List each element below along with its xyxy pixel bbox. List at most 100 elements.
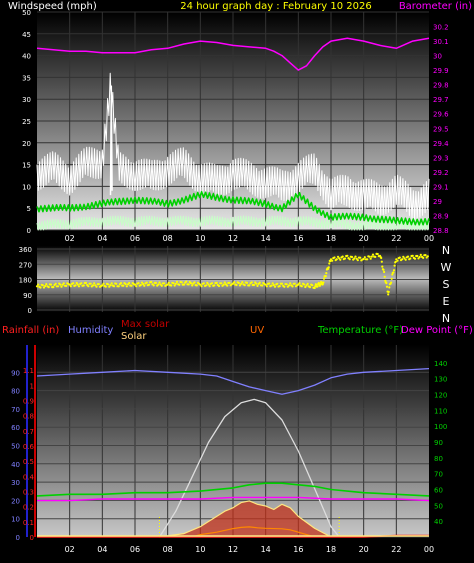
wind-direction-point: [158, 281, 161, 284]
wind-direction-point: [76, 283, 79, 286]
wind-direction-point: [167, 281, 170, 284]
wind-direction-point: [102, 282, 105, 285]
wind-direction-point: [147, 283, 151, 286]
right-tick-label: 28.8: [433, 227, 449, 235]
wind-direction-point: [174, 282, 177, 285]
wind-direction-point: [95, 285, 98, 288]
temperature-tick-label: 90: [434, 439, 443, 447]
wind-direction-point: [404, 258, 407, 261]
x-tick-label: 08: [163, 234, 173, 243]
legend-solar: Solar: [121, 331, 147, 342]
wind-direction-point: [382, 268, 385, 271]
temperature-tick-label: 120: [434, 392, 447, 400]
wind-direction-point: [390, 277, 393, 280]
wind-direction-point: [245, 281, 249, 284]
wind-direction-point: [175, 280, 179, 283]
wind-direction-point: [180, 281, 183, 284]
direction-tick-label: 0: [28, 307, 32, 315]
tick-labels: 0510152025303540455028.828.92929.129.229…: [11, 9, 451, 554]
x-tick-label: 18: [326, 545, 336, 554]
wind-direction-point: [280, 282, 284, 285]
wind-direction-point: [341, 255, 344, 258]
right-tick-label: 29: [433, 198, 442, 206]
wind-direction-point: [56, 285, 60, 288]
left-axis-label: Windspeed (mph): [8, 1, 97, 12]
wind-direction-point: [392, 269, 396, 272]
left-tick-label: 0: [27, 227, 31, 235]
wind-direction-point: [250, 281, 253, 284]
barometer-line: [36, 37, 430, 71]
rain-tick-label: 0.1: [23, 519, 34, 527]
wind-direction-point: [65, 284, 68, 287]
wind-direction-point: [59, 283, 62, 286]
x-tick-label: 16: [293, 234, 303, 243]
left-tick-label: 45: [22, 31, 31, 39]
wind-direction-point: [130, 284, 133, 287]
left-tick-label: 5: [27, 205, 31, 213]
wind-direction-point: [160, 284, 163, 287]
x-tick-label: 12: [228, 234, 238, 243]
wind-direction-point: [387, 293, 390, 296]
compass-label: N: [442, 312, 450, 325]
wind-direction-point: [311, 284, 314, 287]
wind-direction-point: [206, 281, 209, 284]
wind-direction-point: [390, 281, 393, 284]
wind-direction-point: [313, 286, 316, 290]
x-tick-label: 00: [424, 234, 434, 243]
wind-direction-point: [213, 284, 216, 287]
x-tick-label: 06: [130, 545, 140, 554]
right-tick-label: 29.7: [433, 96, 449, 104]
wind-direction-point: [74, 284, 77, 287]
wind-direction-point: [411, 254, 414, 257]
legend-uv: UV: [250, 325, 264, 336]
wind-direction-point: [424, 254, 427, 257]
wind-direction-point: [304, 285, 307, 289]
wind-direction-point: [84, 281, 88, 284]
wind-direction-point: [426, 255, 429, 258]
x-tick-label: 02: [65, 234, 75, 243]
direction-tick-label: 270: [19, 261, 32, 269]
wind-direction-point: [207, 283, 210, 286]
x-tick-label: 02: [65, 545, 75, 554]
x-tick-label: 14: [261, 234, 271, 243]
wind-direction-point: [348, 258, 351, 261]
wind-direction-point: [319, 283, 322, 286]
wind-direction-point: [226, 284, 229, 287]
wind-direction-point: [82, 284, 85, 287]
wind-direction-point: [69, 285, 72, 288]
right-tick-label: 29.8: [433, 82, 449, 90]
wind-direction-point: [42, 286, 46, 289]
wind-direction-point: [135, 285, 138, 288]
wind-direction-point: [104, 285, 107, 288]
legend-max-solar: Max solar: [121, 319, 170, 330]
wind-minimum-line: [36, 215, 430, 231]
wind-direction-point: [49, 283, 53, 286]
wind-direction-point: [318, 284, 321, 287]
wind-direction-point: [112, 285, 116, 288]
wind-direction-point: [195, 284, 198, 287]
rain-tick-label: 0: [30, 534, 34, 542]
wind-direction-point: [39, 286, 42, 289]
left-tick-label: 25: [22, 118, 31, 126]
left-tick-label: 10: [22, 183, 31, 191]
wind-direction-point: [199, 283, 202, 286]
wind-direction-point: [222, 283, 225, 286]
wind-direction-point: [143, 284, 146, 287]
wind-direction-point: [356, 259, 359, 262]
wind-direction-point: [316, 285, 319, 288]
compass-label: W: [441, 261, 452, 274]
wind-direction-point: [139, 283, 142, 287]
wind-gust-spike: [109, 85, 113, 196]
wind-direction-point: [172, 282, 175, 285]
rain-tick-label: 1: [30, 382, 34, 390]
wind-direction-point: [124, 283, 127, 286]
left-tick-label: 20: [22, 140, 31, 148]
wind-direction-point: [283, 285, 286, 288]
wind-direction-point: [231, 282, 235, 285]
wind-direction-point: [359, 256, 362, 259]
rain-tick-label: 0.7: [23, 428, 34, 436]
direction-tick-label: 90: [23, 292, 32, 300]
x-tick-label: 22: [391, 234, 401, 243]
rain-tick-label: 0.4: [23, 473, 35, 481]
wind-direction-point: [137, 282, 140, 285]
